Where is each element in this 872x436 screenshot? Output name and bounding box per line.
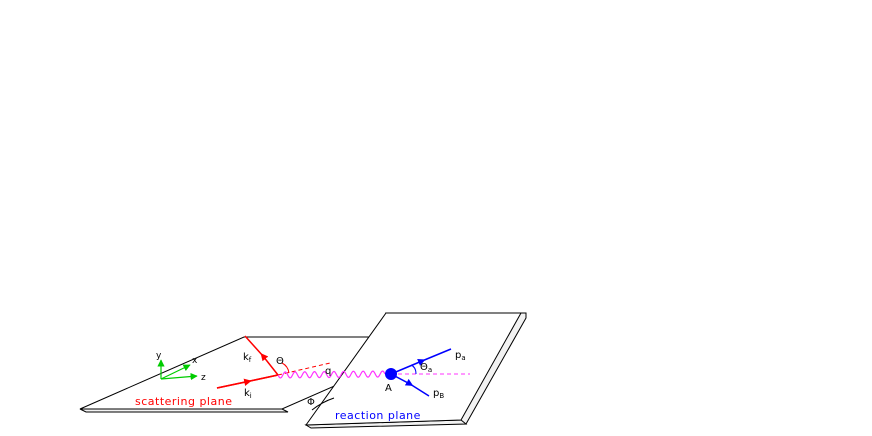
axis-y-label: y xyxy=(156,351,162,361)
p-a-label: pa xyxy=(455,350,466,362)
reaction-products xyxy=(385,348,470,397)
theta-a-arc xyxy=(410,364,417,375)
k-i-label: ki xyxy=(244,388,252,400)
electron-lines xyxy=(216,335,331,389)
theta-label: Θ xyxy=(276,356,284,367)
coordinate-axes xyxy=(157,359,198,381)
scattering-plane-label: scattering plane xyxy=(135,395,232,408)
reaction-plane-label: reaction plane xyxy=(335,409,421,422)
phi-arc xyxy=(311,397,335,411)
k-f-label: kf xyxy=(243,352,252,364)
scattered-electron-line xyxy=(244,335,279,376)
theta-a-label: Θa xyxy=(420,362,432,374)
p-a-line xyxy=(390,348,452,375)
target-label: A xyxy=(385,383,392,394)
axis-x-label: x xyxy=(192,356,198,366)
phi-label: Φ xyxy=(307,397,315,408)
virtual-photon xyxy=(277,370,386,379)
incoming-electron-arrow xyxy=(216,374,279,389)
target-nucleus xyxy=(385,368,397,380)
p-b-label: pB xyxy=(433,388,444,400)
theta-arc xyxy=(281,362,290,374)
reaction-plane xyxy=(304,312,527,429)
q-label: q xyxy=(325,366,331,377)
p-b-line xyxy=(390,373,430,397)
axis-z-label: z xyxy=(201,373,206,383)
